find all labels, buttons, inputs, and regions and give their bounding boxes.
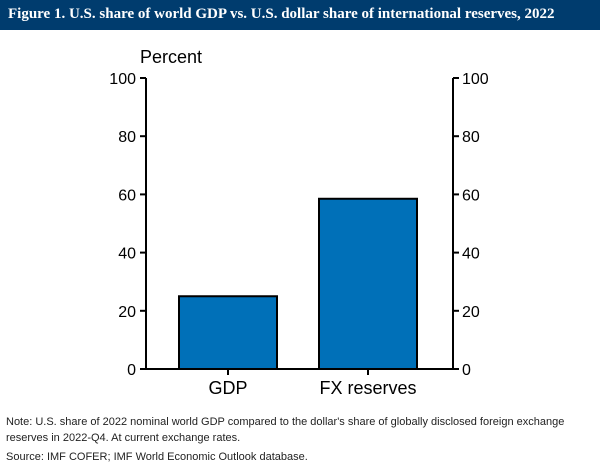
x-tick-label: GDP bbox=[208, 378, 247, 398]
right-y-tick-label: 80 bbox=[462, 129, 480, 146]
bar-fx-reserves bbox=[318, 197, 418, 370]
right-y-tick-label: 60 bbox=[462, 187, 480, 204]
figure-title: Figure 1. U.S. share of world GDP vs. U.… bbox=[8, 6, 555, 22]
left-y-tick-label: 80 bbox=[118, 129, 136, 146]
left-y-tick-label: 0 bbox=[127, 362, 136, 379]
left-y-tick-label: 40 bbox=[118, 246, 136, 263]
bar-chart: 0 0 20 20 40 40 60 60 80 80 100 100 GDP FX reserves bbox=[109, 71, 489, 398]
left-y-tick-label: 60 bbox=[118, 187, 136, 204]
left-y-tick-label: 100 bbox=[109, 71, 136, 88]
figure-note: Note: U.S. share of 2022 nominal world G… bbox=[6, 416, 565, 444]
right-y-tick-label: 40 bbox=[462, 246, 480, 263]
left-y-tick-label: 20 bbox=[118, 304, 136, 321]
figure-source: Source: IMF COFER; IMF World Economic Ou… bbox=[6, 451, 308, 463]
right-y-tick-label: 0 bbox=[462, 362, 471, 379]
y-unit-label: Percent bbox=[140, 47, 203, 67]
bar-gdp bbox=[178, 295, 278, 370]
right-y-tick-label: 20 bbox=[462, 304, 480, 321]
x-tick-label: FX reserves bbox=[319, 378, 416, 398]
right-y-tick-label: 100 bbox=[462, 71, 489, 88]
figure-header: Figure 1. U.S. share of world GDP vs. U.… bbox=[0, 0, 600, 30]
